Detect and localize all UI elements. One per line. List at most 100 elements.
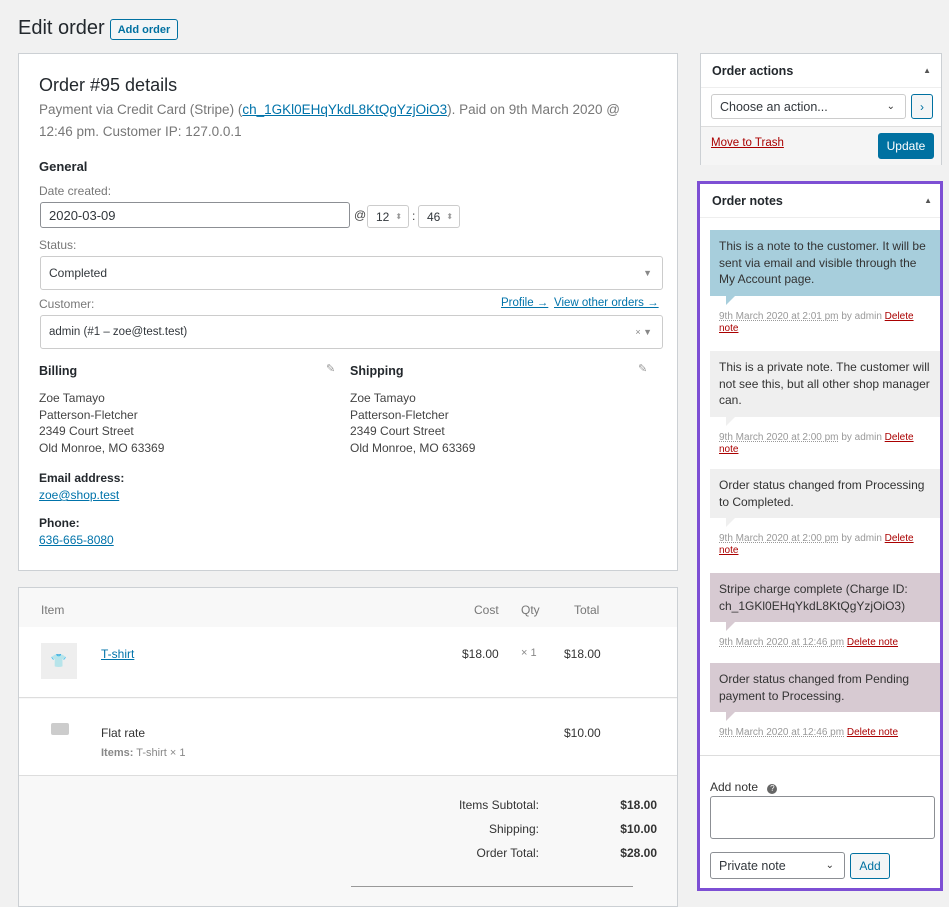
totals-rule [351,886,633,887]
email-link[interactable]: zoe@shop.test [39,488,120,502]
move-to-trash-link[interactable]: Move to Trash [711,137,784,149]
note-list: This is a note to the customer. It will … [700,230,940,755]
order-actions-panel: Order actions ▲ Choose an action... ⌄ › M… [700,53,942,165]
order-actions-title: Order actions [712,64,794,78]
action-select-value: Choose an action... [720,99,828,114]
payment-info: Payment via Credit Card (Stripe) (ch_1GK… [39,99,649,143]
note: Order status changed from Processing to … [710,469,940,527]
delete-note-link[interactable]: Delete note [846,727,899,738]
note-date: 9th March 2020 at 12:46 pm [719,637,845,648]
note-meta: 9th March 2020 at 2:01 pm by admin Delet… [719,311,934,335]
product-total: $18.00 [564,647,601,661]
note-date: 9th March 2020 at 2:00 pm [719,432,839,443]
address-line: Zoe Tamayo [350,391,416,405]
add-note-button[interactable]: Add [850,853,890,879]
note-type-select[interactable]: Private note ⌄ [710,852,845,879]
customer-select[interactable]: admin (#1 – zoe@test.test) × ▼ [40,315,663,349]
edit-shipping-icon[interactable]: ✎ [638,363,648,375]
shipping-method: Flat rate [101,726,146,740]
delete-note-link[interactable]: Delete note [719,311,914,334]
address-line: Patterson-Fletcher [350,407,449,422]
payment-suffix: ). Paid on 9th March 2020 @ 12:46 pm. Cu… [39,102,620,139]
address-line: Old Monroe, MO 63369 [350,440,476,455]
billing-address: Zoe Tamayo Patterson-Fletcher 2349 Court S… [39,390,164,456]
email-label: Email address: [39,471,125,485]
note-date: 9th March 2020 at 2:00 pm [719,533,839,544]
action-select[interactable]: Choose an action... ⌄ [711,94,906,119]
shipping-items-label: Items: [101,747,134,759]
toggle-icon[interactable]: ▲ [923,66,931,75]
product-link[interactable]: T-shirt [101,647,135,661]
billing-heading: Billing [39,364,78,378]
profile-link[interactable]: Profile → [501,297,549,309]
note-meta: 9th March 2020 at 2:00 pm by admin Delet… [719,432,934,456]
note: This is a note to the customer. It will … [710,230,940,304]
note-author: by admin [841,311,882,322]
note-date: 9th March 2020 at 2:01 pm [719,311,839,322]
shipping-items-value: T-shirt × 1 [136,747,186,759]
edit-billing-icon[interactable]: ✎ [326,363,336,375]
note: Stripe charge complete (Charge ID: ch_1G… [710,573,940,631]
total-value: $10.00 [620,822,657,836]
page-title: Edit order [18,17,105,39]
customer-value: admin (#1 – zoe@test.test) [49,326,188,338]
payment-prefix: Payment via Credit Card (Stripe) ( [39,102,243,117]
address-line: 2349 Court Street [350,424,445,438]
total-value: $28.00 [620,846,657,860]
charge-link[interactable]: ch_1GKl0EHqYkdL8KtQgYzjOiO3 [242,102,448,117]
order-panel: Order #95 details Payment via Credit Car… [18,53,678,571]
update-button[interactable]: Update [878,133,934,159]
note-date: 9th March 2020 at 12:46 pm [719,727,845,738]
phone-label: Phone: [39,516,80,530]
status-label: Status: [39,238,77,252]
note-type-value: Private note [719,858,786,873]
note-meta: 9th March 2020 at 2:00 pm by admin Delet… [719,533,934,557]
total-value: $18.00 [620,798,657,812]
note-textarea[interactable] [710,796,935,839]
shipping-address: Zoe Tamayo Patterson-Fletcher 2349 Court S… [350,390,475,456]
address-line: 2349 Court Street [39,424,134,438]
at-sign: @ [354,208,367,222]
order-heading: Order #95 details [39,75,178,95]
apply-action-button[interactable]: › [911,94,933,119]
address-line: Zoe Tamayo [39,391,105,405]
add-order-button[interactable]: Add order [110,19,178,40]
note: This is a private note. The customer wil… [710,351,940,425]
hour-input[interactable]: 12 ⬍ [367,205,409,228]
product-row: 👕 T-shirt $18.00 × 1 $18.00 [19,627,677,698]
customer-label: Customer: [39,297,95,311]
time-colon: : [412,209,416,223]
cost-header: Cost [474,603,499,617]
order-notes-title: Order notes [712,194,783,208]
qty-header: Qty [521,603,540,617]
item-header: Item [41,603,65,617]
other-orders-link[interactable]: View other orders → [554,297,659,309]
note-author: by admin [841,533,882,544]
delete-note-link[interactable]: Delete note [719,432,914,455]
address-line: Old Monroe, MO 63369 [39,440,165,455]
date-input[interactable]: 2020-03-09 [40,202,350,228]
status-value: Completed [49,266,108,280]
shipping-row: Flat rate Items: T-shirt × 1 $10.00 [19,699,677,776]
delete-note-link[interactable]: Delete note [846,637,899,648]
product-cost: $18.00 [462,647,499,661]
total-label: Items Subtotal: [458,798,539,812]
shipping-icon [51,723,69,735]
date-label: Date created: [39,184,112,198]
order-notes-panel: Order notes ▲ This is a note to the cust… [697,181,943,891]
general-heading: General [39,159,88,174]
address-line: Patterson-Fletcher [39,407,138,422]
note-author: by admin [841,432,882,443]
delete-note-link[interactable]: Delete note [719,533,914,556]
minute-value: 46 [427,209,441,224]
minute-input[interactable]: 46 ⬍ [418,205,460,228]
note-meta: 9th March 2020 at 12:46 pm Delete note [719,637,934,649]
add-note-label: Add note ? [710,780,778,794]
add-note-label-text: Add note [710,780,759,794]
status-select[interactable]: Completed ▼ [40,256,663,290]
phone-link[interactable]: 636-665-8080 [39,533,114,547]
product-thumbnail: 👕 [41,643,77,679]
note-meta: 9th March 2020 at 12:46 pm Delete note [719,727,934,739]
toggle-icon[interactable]: ▲ [924,196,932,205]
